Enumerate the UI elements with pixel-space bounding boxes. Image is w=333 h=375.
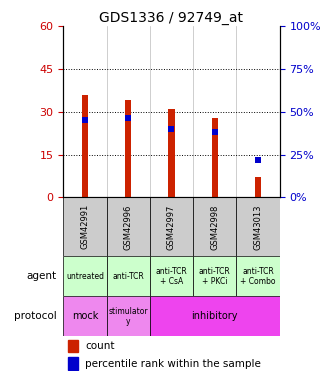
Text: GSM42997: GSM42997 [167,204,176,249]
Text: GSM42998: GSM42998 [210,204,219,249]
Text: inhibitory: inhibitory [191,311,238,321]
Text: GSM42996: GSM42996 [124,204,133,249]
FancyBboxPatch shape [107,256,150,296]
Bar [82,95,88,197]
Point [82,117,88,123]
Point [169,126,174,132]
Title: GDS1336 / 92749_at: GDS1336 / 92749_at [100,11,243,25]
Text: agent: agent [27,271,57,281]
Text: anti-TCR
+ Combo: anti-TCR + Combo [240,267,276,286]
FancyBboxPatch shape [150,256,193,296]
Bar [255,177,261,197]
Text: mock: mock [72,311,98,321]
Text: GSM43013: GSM43013 [253,204,263,250]
FancyBboxPatch shape [193,197,236,256]
Point [255,158,261,164]
Text: anti-TCR
+ PKCi: anti-TCR + PKCi [199,267,231,286]
Bar [68,340,79,352]
FancyBboxPatch shape [63,256,107,296]
Text: anti-TCR
+ CsA: anti-TCR + CsA [156,267,187,286]
Text: untreated: untreated [66,272,104,281]
FancyBboxPatch shape [63,197,107,256]
Point [126,114,131,120]
Point [212,129,217,135]
Text: protocol: protocol [14,311,57,321]
Bar [125,100,132,197]
FancyBboxPatch shape [63,296,107,336]
Text: GSM42991: GSM42991 [80,204,90,249]
Text: percentile rank within the sample: percentile rank within the sample [85,358,261,369]
Text: stimulator
y: stimulator y [109,307,148,326]
FancyBboxPatch shape [150,197,193,256]
FancyBboxPatch shape [236,197,280,256]
FancyBboxPatch shape [193,256,236,296]
Bar [68,357,79,369]
Text: count: count [85,341,115,351]
FancyBboxPatch shape [107,197,150,256]
Bar [211,117,218,197]
Bar [168,109,175,197]
FancyBboxPatch shape [107,296,150,336]
FancyBboxPatch shape [150,296,280,336]
FancyBboxPatch shape [236,256,280,296]
Text: anti-TCR: anti-TCR [112,272,144,281]
